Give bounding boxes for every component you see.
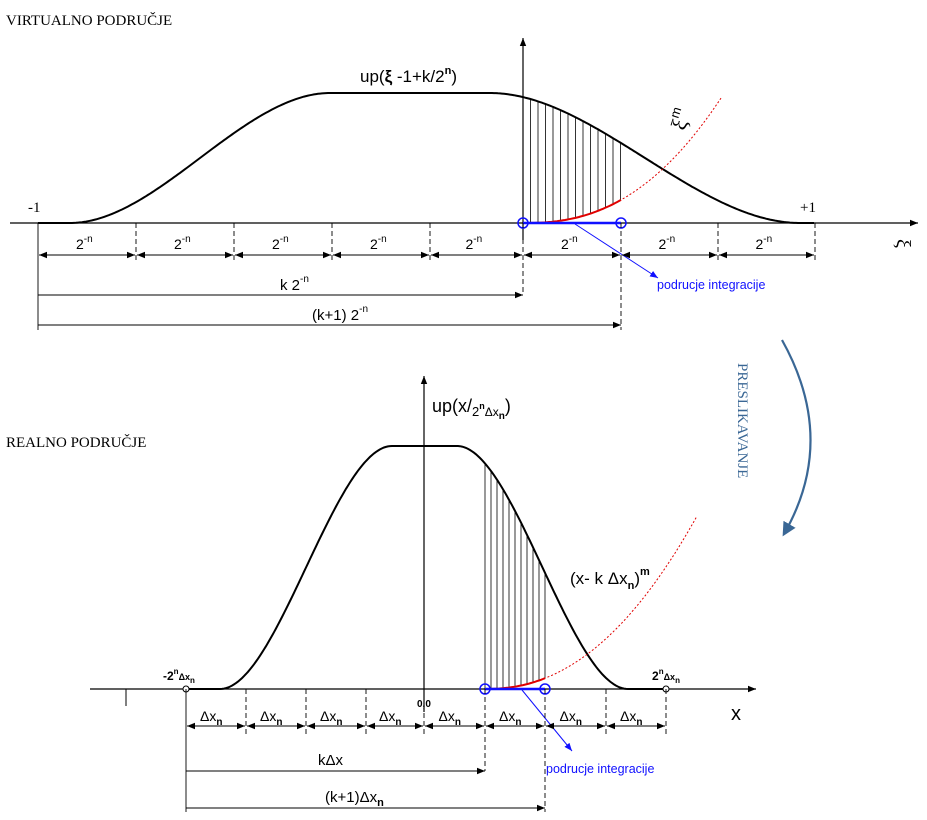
real-domain-panel: REALNO PODRUČJE podrucje integracije -2n… (6, 376, 756, 812)
k-dimension-label-bottom: kΔx (318, 752, 344, 769)
power-label-bottom: (x- k Δxn)m (570, 566, 650, 592)
k1-dimension-label-bottom: (k+1)Δxn (325, 789, 384, 809)
segment-label: 2-n (370, 234, 387, 252)
segment-label: 2-n (659, 234, 676, 252)
segment-label: Δxn (200, 708, 222, 728)
real-domain-title: REALNO PODRUČJE (6, 434, 146, 451)
integration-pointer-top (574, 223, 659, 279)
integration-label-top: podrucje integracije (657, 278, 765, 292)
dimension-ticks-bottom (185, 689, 667, 812)
integration-hatch-bottom (484, 463, 546, 689)
segment-label: 2-n (174, 234, 191, 252)
mapping-label: PRESLIKAVANJE (734, 363, 750, 478)
segment-label: Δxn (560, 708, 582, 728)
integration-hatch-top (522, 97, 621, 223)
dimension-ticks-top (37, 223, 816, 330)
segment-label: Δxn (260, 708, 282, 728)
segment-label: Δxn (620, 708, 642, 728)
curve-label-bottom: up(x/2nΔxn) (432, 396, 511, 422)
left-end-label-top: -1 (28, 200, 41, 216)
segment-label: 2-n (272, 234, 289, 252)
segment-label: Δxn (379, 708, 401, 728)
segment-label: Δxn (499, 708, 521, 728)
segment-label: 2-n (466, 234, 483, 252)
k-dimension-label-top: k 2-n (280, 274, 309, 294)
virtual-domain-title: VIRTUALNO PODRUČJE (6, 12, 172, 29)
integration-label-bottom: podrucje integracije (546, 762, 654, 776)
mapping-indicator: PRESLIKAVANJE (734, 339, 812, 537)
segment-labels-top: 2-n 2-n 2-n 2-n 2-n 2-n 2-n 2-n (39, 234, 814, 259)
power-label-top: ξm (664, 105, 696, 133)
left-end-label-bottom: -2nΔxn (163, 667, 195, 685)
segment-label: 2-n (756, 234, 773, 252)
origin-label: 0,0 (417, 699, 431, 710)
x-axis-label: x (731, 703, 741, 725)
up-function-curve-top (38, 92, 814, 224)
segment-label: Δxn (320, 708, 342, 728)
segment-label: 2-n (76, 234, 93, 252)
segment-label: Δxn (439, 708, 461, 728)
right-end-label-bottom: 2nΔxn (652, 667, 680, 685)
segment-labels-bottom: Δxn Δxn Δxn Δxn Δxn Δxn Δxn Δxn (187, 708, 665, 730)
k1-dimension-label-top: (k+1) 2-n (312, 304, 368, 324)
xi-axis-label: ξ (892, 239, 914, 248)
integration-pointer-bottom (521, 689, 573, 752)
mapping-arrow (781, 339, 812, 537)
virtual-domain-panel: VIRTUALNO PODRUČJE podrucje integracije … (6, 12, 918, 330)
segment-label: 2-n (561, 234, 578, 252)
up-function-curve-bottom (186, 445, 666, 690)
power-curve-bottom (485, 515, 698, 690)
right-end-label-top: +1 (800, 200, 816, 216)
svg-text:ξm: ξm (664, 105, 696, 133)
curve-label-top: up(ξ -1+k/2n) (360, 65, 457, 86)
